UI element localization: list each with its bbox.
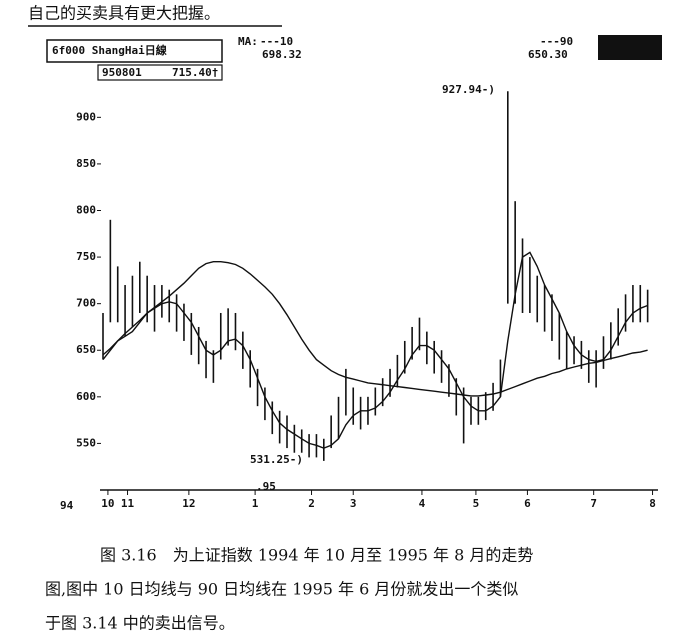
x-tick-label: 8: [649, 497, 656, 510]
y-tick-label: 550: [76, 436, 96, 449]
ma-prefix: MA:: [238, 35, 258, 48]
x-tick-label: 4: [419, 497, 426, 510]
x-tick-label: 3: [350, 497, 357, 510]
close: 715.40†: [172, 66, 218, 79]
year-label: .95: [256, 480, 276, 493]
info-box: [97, 64, 223, 81]
year-label: 94: [60, 499, 74, 512]
x-tick-label: 1: [252, 497, 259, 510]
y-tick-label: 850: [76, 157, 96, 170]
date: 950801: [102, 66, 142, 79]
x-tick-label: 7: [590, 497, 597, 510]
caption-line: 图 3.16 为上证指数 1994 年 10 月至 1995 年 8 月的走势: [100, 546, 533, 565]
y-tick-label: 800: [76, 203, 96, 216]
y-tick-label: 750: [76, 250, 96, 263]
y-tick-label: 900: [76, 110, 96, 123]
ma-line: [102, 261, 648, 397]
x-tick-label: 12: [182, 497, 195, 510]
symbol: 6f000 ShangHai日線: [52, 43, 167, 57]
x-tick-label: 5: [473, 497, 480, 510]
caption-line: 图,图中 10 日均线与 90 日均线在 1995 年 6 月份就发出一个类似: [45, 580, 518, 599]
y-tick-label: 650: [76, 343, 96, 356]
ma-line: [102, 251, 648, 449]
annotation: 531.25-): [250, 453, 303, 466]
legend-entry: ---10: [260, 35, 293, 48]
intro-text: 自己的买卖具有更大把握。: [28, 4, 220, 23]
caption-line: 于图 3.14 中的卖出信号。: [45, 614, 235, 633]
legend-value: 698.32: [262, 48, 302, 61]
legend-entry: ---90: [540, 35, 573, 48]
annotation: 927.94-): [442, 83, 495, 96]
x-tick-label: 2: [308, 497, 315, 510]
y-tick-label: 600: [76, 390, 96, 403]
y-tick-label: 700: [76, 297, 96, 310]
black-box: [598, 35, 662, 60]
header-box: [46, 39, 223, 63]
x-tick-label: 6: [524, 497, 531, 510]
x-tick-label: 11: [121, 497, 135, 510]
x-tick-label: 10: [101, 497, 114, 510]
legend-value: 650.30: [528, 48, 568, 61]
